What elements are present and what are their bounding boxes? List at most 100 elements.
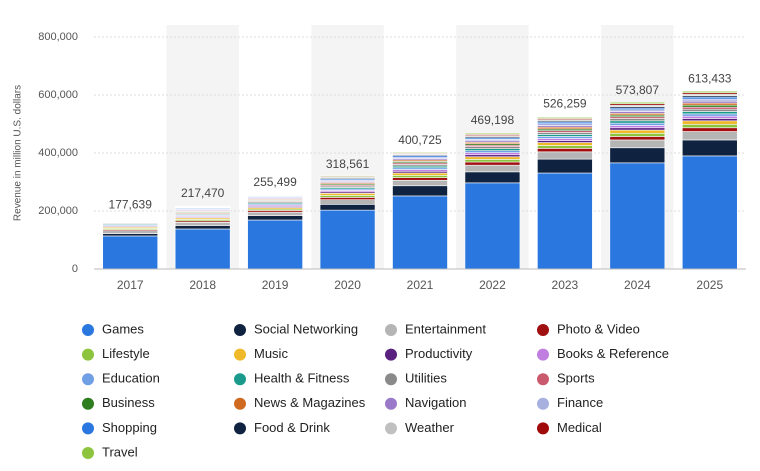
bar-segment <box>464 182 521 270</box>
bar-segment <box>464 154 521 158</box>
bar-segment <box>609 125 666 129</box>
bar-segment <box>319 175 376 177</box>
bar-segment <box>464 156 521 160</box>
legend-label: Social Networking <box>254 321 358 336</box>
y-tick-label: 200,000 <box>38 205 78 217</box>
bar-segment <box>681 120 738 125</box>
legend-label: Entertainment <box>405 321 486 336</box>
bar-segment <box>681 111 738 115</box>
total-label: 400,725 <box>398 133 442 147</box>
bar-segment <box>464 132 521 135</box>
bar-segment <box>247 193 303 196</box>
bar-segment <box>609 118 666 122</box>
bar-segment <box>609 162 666 270</box>
legend-label: Medical <box>557 420 602 435</box>
bar-segment <box>681 90 738 93</box>
bar-segment <box>464 152 521 156</box>
total-label: 217,470 <box>181 186 225 200</box>
bar-segment <box>247 215 303 221</box>
bar-segment <box>609 120 666 124</box>
legend-swatch <box>234 324 246 336</box>
y-tick-label: 0 <box>72 263 78 275</box>
y-tick-label: 400,000 <box>38 147 78 159</box>
legend-label: Shopping <box>102 420 157 435</box>
bar-segment <box>681 108 738 112</box>
bar-segment <box>609 136 666 141</box>
total-label: 255,499 <box>253 175 297 189</box>
legend-label: News & Magazines <box>254 395 366 410</box>
bar-segment <box>247 219 303 270</box>
bar-segment <box>464 161 521 166</box>
bar-segment <box>537 138 593 141</box>
bar-segment <box>247 211 303 216</box>
legend-swatch <box>385 422 397 435</box>
legend-label: Weather <box>405 420 455 435</box>
bar-segment <box>174 228 231 270</box>
bar-segment <box>537 140 593 143</box>
legend-label: Photo & Video <box>557 321 640 336</box>
legend-swatch <box>234 348 246 361</box>
bar-segment <box>681 98 738 102</box>
bar-segment <box>609 139 666 149</box>
legend-label: Food & Drink <box>254 420 330 435</box>
legend-label: Productivity <box>405 346 473 361</box>
total-label: 573,807 <box>616 83 660 97</box>
y-tick-label: 600,000 <box>38 89 78 101</box>
x-tick-label: 2020 <box>334 278 361 292</box>
x-tick-label: 2024 <box>624 278 651 292</box>
legend-swatch <box>385 324 397 336</box>
bar-segment <box>464 164 521 173</box>
bar-segment <box>537 145 593 149</box>
bar-segment <box>681 139 738 157</box>
bar-segment <box>681 127 738 132</box>
x-tick-label: 2018 <box>189 278 216 292</box>
bar-segment <box>609 101 666 104</box>
bar-segment <box>681 123 738 129</box>
y-axis-label: Revenue in million U.S. dollars <box>13 85 24 221</box>
bar-segment <box>609 122 666 126</box>
legend-swatch <box>82 348 94 361</box>
legend-label: Finance <box>557 395 603 410</box>
legend-swatch <box>537 422 549 435</box>
legend-swatch <box>537 348 549 361</box>
legend-swatch <box>82 397 94 410</box>
bar-segment <box>681 106 738 110</box>
legend-label: Utilities <box>405 371 447 386</box>
bar-segment <box>464 171 521 184</box>
bar-segment <box>174 205 231 207</box>
legend-label: Lifestyle <box>102 346 150 361</box>
legend-label: Navigation <box>405 395 466 410</box>
legend-label: Music <box>254 346 288 361</box>
bar-segment <box>392 185 448 197</box>
bar-segment <box>174 225 231 230</box>
bar-segment <box>537 132 593 135</box>
legend-label: Business <box>102 395 155 410</box>
x-tick-label: 2023 <box>552 278 579 292</box>
total-label: 526,259 <box>543 97 587 111</box>
bar-segment <box>319 197 376 200</box>
bar-segment <box>464 159 521 163</box>
total-label: 177,639 <box>109 198 153 212</box>
legend-swatch <box>385 397 397 410</box>
bar-segment <box>537 151 593 160</box>
bar-segment <box>681 155 738 270</box>
bar-segment <box>464 150 521 154</box>
legend-swatch <box>537 373 549 386</box>
legend-swatch <box>385 348 397 361</box>
bar-segment <box>464 146 521 149</box>
bar-segment <box>392 151 448 154</box>
legend-swatch <box>234 373 246 386</box>
bar-segment <box>681 131 738 141</box>
bar-segment <box>537 148 593 153</box>
total-label: 469,198 <box>471 113 515 127</box>
bar-segment <box>537 134 593 137</box>
bar-segment <box>609 132 666 137</box>
bar-segment <box>392 179 448 187</box>
bar-segment <box>681 104 738 108</box>
x-tick-label: 2022 <box>479 278 506 292</box>
bar-segment <box>537 117 593 119</box>
bar-segment <box>319 199 376 205</box>
bar-segment <box>681 100 738 104</box>
bar-segment <box>102 233 159 237</box>
